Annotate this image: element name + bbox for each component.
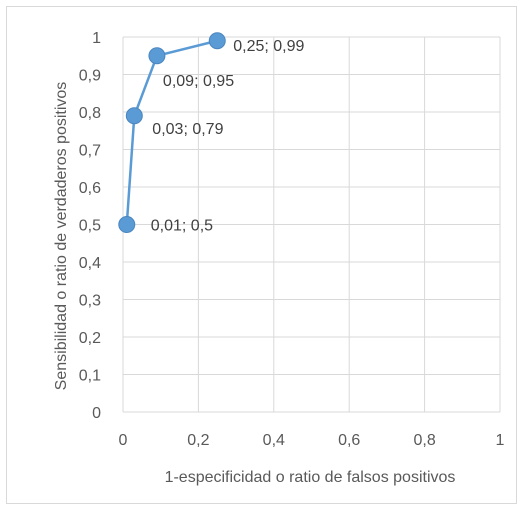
data-point <box>118 216 136 233</box>
y-tick-label: 0,5 <box>79 218 101 235</box>
chart-frame <box>6 6 517 504</box>
x-axis-title: 1-especificidad o ratio de falsos positi… <box>165 469 456 486</box>
x-tick-label: 1 <box>496 432 505 449</box>
data-label: 0,09; 0,95 <box>163 73 234 90</box>
data-label: 0,03; 0,79 <box>152 121 223 138</box>
y-tick-label: 0,3 <box>79 293 101 310</box>
y-axis-title: Sensibilidad o ratio de verdaderos posit… <box>53 82 70 391</box>
gridlines <box>122 36 501 413</box>
y-tick-label: 0,4 <box>79 255 101 272</box>
y-tick-label: 0,6 <box>79 180 101 197</box>
data-point <box>148 47 166 65</box>
x-tick-labels: 0 0,2 0,4 0,6 0,8 1 <box>119 432 505 449</box>
data-point <box>125 107 143 125</box>
y-tick-label: 0,2 <box>79 330 101 347</box>
y-tick-label: 0 <box>92 405 101 422</box>
data-point <box>208 32 226 50</box>
y-tick-label: 0,9 <box>79 68 101 85</box>
data-label: 0,25; 0,99 <box>233 38 304 55</box>
x-tick-label: 0,6 <box>338 432 360 449</box>
data-labels: 0,01; 0,5 0,03; 0,79 0,09; 0,95 0,25; 0,99 <box>151 38 305 235</box>
x-tick-label: 0,2 <box>187 432 209 449</box>
y-tick-label: 0,8 <box>79 105 101 122</box>
data-label: 0,01; 0,5 <box>151 218 213 235</box>
data-points <box>118 32 226 233</box>
y-tick-labels: 0 0,1 0,2 0,3 0,4 0,5 0,6 0,7 0,8 0,9 1 <box>79 30 101 422</box>
y-tick-label: 0,1 <box>79 368 101 385</box>
x-tick-label: 0,8 <box>413 432 435 449</box>
x-tick-label: 0,4 <box>263 432 285 449</box>
x-tick-label: 0 <box>119 432 128 449</box>
y-tick-label: 0,7 <box>79 143 101 160</box>
y-tick-label: 1 <box>92 30 101 47</box>
series-line <box>125 39 218 225</box>
